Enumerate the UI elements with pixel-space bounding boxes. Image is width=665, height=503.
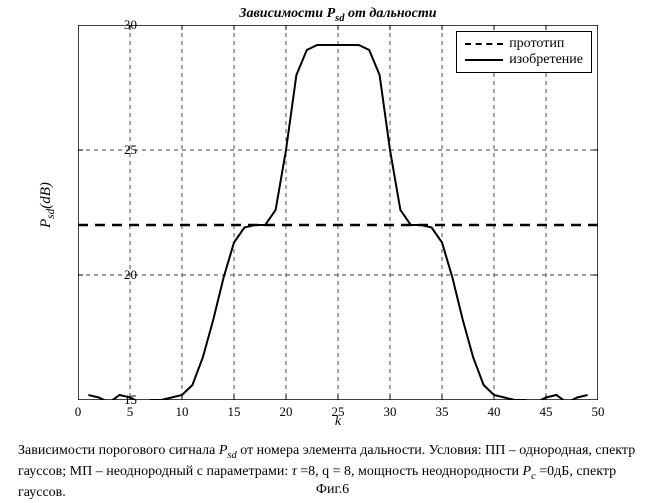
legend-row-prototype: прототип	[465, 36, 583, 52]
legend-swatch-dashed	[465, 43, 503, 45]
legend: прототип изобретение	[456, 31, 592, 73]
chart-title: Зависимости Psd от дальности	[78, 6, 598, 24]
ytick-label: 30	[97, 17, 137, 33]
legend-swatch-solid	[465, 59, 503, 61]
legend-row-invention: изобретение	[465, 52, 583, 68]
xtick-label: 25	[332, 404, 345, 420]
chart-plot-area: прототип изобретение k	[78, 25, 598, 400]
ytick-label: 20	[97, 267, 137, 283]
xtick-label: 30	[384, 404, 397, 420]
xtick-label: 50	[592, 404, 605, 420]
legend-label-invention: изобретение	[509, 52, 583, 68]
xtick-label: 45	[540, 404, 553, 420]
y-axis-label: Psd(dB)	[38, 182, 57, 228]
ytick-label: 25	[97, 142, 137, 158]
figure-label: Фиг.6	[0, 482, 665, 498]
xtick-label: 40	[488, 404, 501, 420]
xtick-label: 10	[176, 404, 189, 420]
chart-svg	[78, 25, 598, 400]
xtick-label: 35	[436, 404, 449, 420]
legend-label-prototype: прототип	[509, 36, 564, 52]
xtick-label: 0	[75, 404, 82, 420]
xtick-label: 20	[280, 404, 293, 420]
xtick-label: 15	[228, 404, 241, 420]
xtick-label: 5	[127, 404, 134, 420]
